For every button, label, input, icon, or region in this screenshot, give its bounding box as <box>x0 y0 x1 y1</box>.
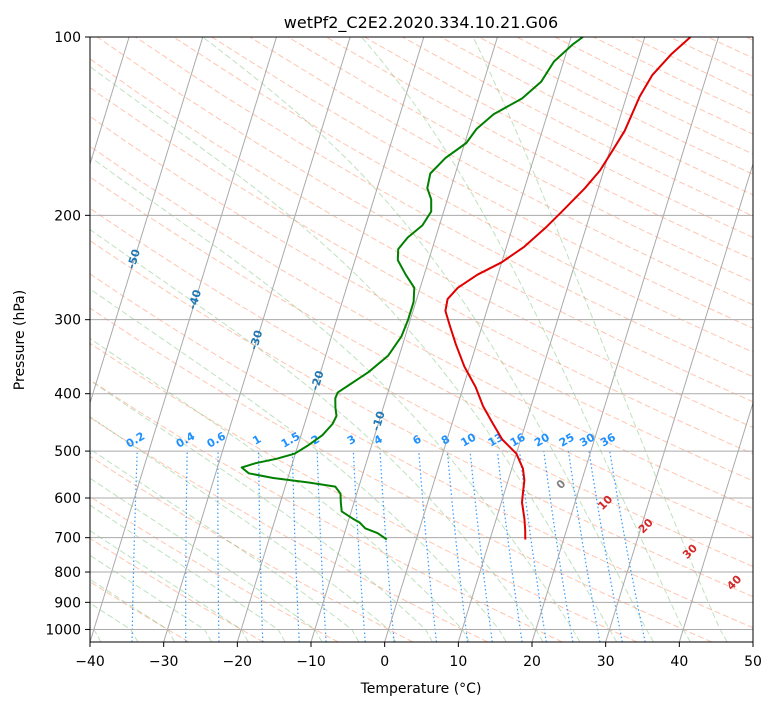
isotherm-line <box>605 162 753 642</box>
mixing-ratio-line <box>379 451 395 642</box>
mixing-ratio-line <box>518 451 547 642</box>
mixing-ratio-line <box>609 450 646 642</box>
isotherm-line <box>531 37 719 642</box>
isotherm-line <box>236 37 425 642</box>
background-lines <box>90 37 753 642</box>
isotherm-line <box>90 37 277 642</box>
isotherm-line <box>384 37 572 642</box>
moist-adiabat-line <box>90 379 433 642</box>
dry-adiabat-line <box>90 416 488 642</box>
isotherm-line <box>90 37 130 166</box>
x-tick-label: −20 <box>223 654 253 670</box>
y-tick-label: 200 <box>54 208 81 224</box>
x-tick-label: −30 <box>149 654 179 670</box>
moist-adiabat-line <box>472 37 728 642</box>
dry-adiabat-line <box>249 37 753 306</box>
dry-adiabat-line <box>90 115 753 482</box>
x-tick-label: 40 <box>670 654 688 670</box>
y-tick-label: 900 <box>54 595 81 611</box>
chart-title: wetPf2_C2E2.2020.334.10.21.G06 <box>284 13 558 33</box>
moist-adiabat-line <box>90 477 323 642</box>
mixing-ratio-line <box>469 451 493 642</box>
isotherm-label: -40 <box>186 288 204 311</box>
mixing-ratio-line <box>543 451 574 642</box>
y-tick-label: 700 <box>54 531 81 547</box>
dry-adiabat-line <box>90 239 753 598</box>
sounding-traces <box>240 37 692 541</box>
isotherm-label: -20 <box>308 369 326 392</box>
x-tick-label: 30 <box>597 654 615 670</box>
dry-adiabat-line <box>90 58 753 429</box>
x-tick-label: 50 <box>744 654 762 670</box>
dry-adiabat-line <box>90 86 753 455</box>
isotherm-labels: -100-90-80-70-60-50-40-30-20-10 <box>125 247 388 432</box>
x-tick-label: 10 <box>449 654 467 670</box>
isotherm-line <box>310 37 498 642</box>
dry-adiabat-line <box>90 342 638 642</box>
x-tick-label: 20 <box>523 654 541 670</box>
moist-adiabat-line <box>90 337 470 642</box>
dry-adiabat-line <box>90 537 264 642</box>
dry-adiabat-line <box>90 273 753 629</box>
y-tick-label: 400 <box>54 387 81 403</box>
moist-adiabat-line <box>90 228 544 642</box>
isotherm-line <box>678 401 753 642</box>
y-tick-label: 800 <box>54 565 81 581</box>
mixing-ratio-line <box>496 451 523 642</box>
x-axis-label: Temperature (°C) <box>360 681 482 697</box>
plot-frame <box>89 36 754 643</box>
dry-adiabat-line <box>173 37 753 353</box>
y-tick-label: 600 <box>54 491 81 507</box>
isotherm-label: -10 <box>369 409 387 432</box>
moist-adiabat-line <box>202 37 654 642</box>
y-tick-label: 500 <box>54 444 81 460</box>
dewpoint-line <box>240 37 584 541</box>
y-axis: 100 200 300 400 500 600 700 800 900 1000 <box>45 30 90 638</box>
x-tick-label: −10 <box>296 654 326 670</box>
dry-adiabat-line <box>90 581 190 642</box>
temperature-line <box>444 37 692 540</box>
y-tick-label: 100 <box>54 30 81 46</box>
dry-adiabat-line <box>96 37 753 403</box>
isotherm-label: -50 <box>125 247 143 270</box>
y-tick-label: 1000 <box>45 622 81 638</box>
mixing-ratio-line <box>418 451 437 642</box>
x-tick-label: −40 <box>75 654 105 670</box>
isotherm-line <box>90 37 204 405</box>
moist-adiabat-line <box>90 288 507 642</box>
dry-adiabat-line <box>90 207 753 568</box>
dry-adiabat-line <box>90 145 753 510</box>
moist-adiabat-line <box>90 448 360 642</box>
moist-adiabat-line <box>90 416 397 642</box>
dry-adiabat-line <box>90 379 563 642</box>
isotherm-line <box>163 37 351 642</box>
y-axis-label: Pressure (hPa) <box>12 290 28 390</box>
moist-adiabat-line <box>90 65 618 642</box>
isotherm-line <box>457 37 646 642</box>
dry-adiabat-line <box>90 176 753 538</box>
x-axis: −40 −30 −20 −10 0 10 20 30 40 50 <box>75 642 762 670</box>
x-tick-label: 0 <box>380 654 389 670</box>
moist-adiabat-line <box>90 156 581 642</box>
dry-adiabat-line <box>90 307 712 642</box>
isotherm-label: -30 <box>247 328 265 351</box>
y-tick-label: 300 <box>54 313 81 329</box>
moist-adiabat-line <box>361 37 691 642</box>
mixing-ratio-line <box>446 451 469 642</box>
